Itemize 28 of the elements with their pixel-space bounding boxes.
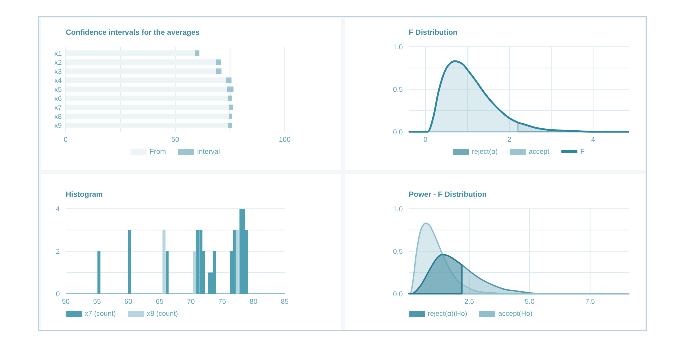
bar xyxy=(66,122,228,128)
bar xyxy=(162,230,166,294)
bar xyxy=(66,96,228,102)
bar xyxy=(128,230,132,294)
bar xyxy=(66,114,230,120)
bar xyxy=(228,122,232,128)
bar xyxy=(193,252,196,294)
bar xyxy=(66,86,228,92)
bar xyxy=(194,50,200,56)
bar xyxy=(66,78,226,84)
bar xyxy=(166,252,169,294)
bar xyxy=(66,50,195,56)
bar xyxy=(229,114,232,120)
line-series xyxy=(408,60,630,133)
bar xyxy=(236,230,239,294)
bar xyxy=(227,86,234,92)
bar xyxy=(226,78,232,84)
bar xyxy=(196,230,200,294)
bar xyxy=(216,68,222,74)
bar xyxy=(213,252,216,294)
bar xyxy=(228,96,232,102)
bar xyxy=(66,68,216,74)
bar xyxy=(216,60,222,66)
bar xyxy=(66,104,230,110)
bar xyxy=(242,209,246,294)
bar xyxy=(98,252,101,294)
bar xyxy=(229,104,234,110)
bar xyxy=(66,60,216,66)
